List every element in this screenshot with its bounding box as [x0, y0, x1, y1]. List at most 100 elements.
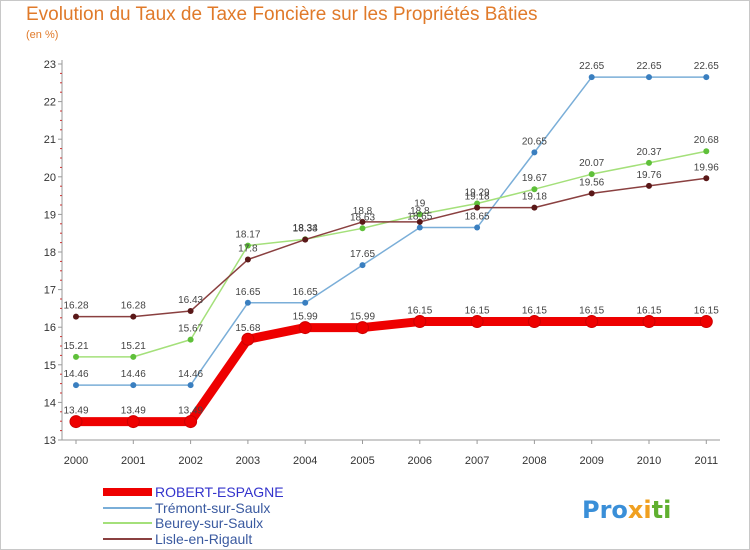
- x-tick-label: 2003: [236, 455, 260, 467]
- x-tick-label: 2009: [579, 455, 603, 467]
- data-label: 16.15: [636, 306, 661, 317]
- data-point: [703, 74, 710, 81]
- data-point: [302, 299, 309, 306]
- data-label: 18.8: [353, 206, 373, 217]
- data-point: [69, 415, 83, 429]
- data-point: [703, 175, 710, 182]
- data-point: [244, 299, 251, 306]
- data-point: [531, 204, 538, 211]
- data-label: 20.07: [579, 158, 604, 169]
- y-tick-label: 22: [44, 97, 56, 109]
- data-label: 20.68: [694, 135, 719, 146]
- data-label: 22.65: [636, 61, 661, 72]
- data-label: 13.49: [121, 406, 146, 417]
- plot-area: 13.49 13.49 13.49 15.68 15.99 15.99 16.15 16.15…: [63, 61, 719, 429]
- data-label: 15.99: [350, 312, 375, 323]
- y-tick-label: 15: [44, 360, 56, 372]
- chart-title: Evolution du Taux de Taxe Foncière sur l…: [26, 4, 538, 25]
- data-point: [187, 308, 194, 315]
- data-point: [302, 236, 309, 243]
- data-label: 20.37: [636, 147, 661, 158]
- data-label: 15.99: [293, 312, 318, 323]
- data-point: [416, 218, 423, 225]
- legend-label-2: Beurey-sur-Saulx: [155, 515, 263, 531]
- data-label: 22.65: [694, 61, 719, 72]
- data-label: 19.56: [579, 177, 604, 188]
- data-label: 19.18: [522, 192, 547, 203]
- data-point: [531, 149, 538, 156]
- data-point: [474, 200, 481, 207]
- data-point: [531, 186, 538, 193]
- data-label: 15.21: [121, 341, 146, 352]
- data-label: 18.65: [407, 212, 432, 223]
- data-point: [130, 353, 137, 360]
- data-label: 15.67: [178, 324, 203, 335]
- data-point: [474, 224, 481, 231]
- data-label: 19.18: [465, 192, 490, 203]
- y-axis-unit: (en %): [26, 29, 59, 41]
- data-label: 16.65: [293, 287, 318, 298]
- legend-label-3: Lisle-en-Rigault: [155, 531, 252, 547]
- data-label: 19.67: [522, 173, 547, 184]
- data-label: 17.65: [350, 249, 375, 260]
- data-point: [474, 204, 481, 211]
- y-tick-label: 23: [44, 59, 56, 71]
- data-point: [642, 315, 656, 329]
- data-point: [241, 332, 255, 346]
- data-point: [298, 321, 312, 335]
- data-point: [73, 313, 79, 320]
- data-point: [703, 148, 710, 155]
- data-label: 22.65: [579, 61, 604, 72]
- logo-part-2: x: [628, 496, 644, 524]
- data-point: [470, 315, 484, 329]
- data-label: 16.15: [579, 306, 604, 317]
- logo-part-4: ti: [652, 496, 672, 524]
- x-tick-label: 2001: [121, 455, 145, 467]
- series-line-0: [71, 317, 711, 427]
- logo-part-3: i: [643, 496, 651, 524]
- x-tick-label: 2010: [637, 455, 661, 467]
- data-point: [187, 336, 194, 343]
- data-point: [413, 315, 427, 329]
- data-label: 13.49: [63, 406, 88, 417]
- y-tick-label: 13: [44, 435, 56, 447]
- x-tick-label: 2011: [694, 455, 718, 467]
- data-label: 16.28: [63, 301, 88, 312]
- data-point: [244, 256, 251, 263]
- data-point: [646, 159, 652, 166]
- data-point: [359, 262, 366, 269]
- data-point: [73, 353, 79, 360]
- data-point: [130, 382, 137, 389]
- data-point: [588, 74, 595, 81]
- data-label: 18.63: [350, 212, 375, 223]
- data-label: 19.76: [636, 170, 661, 181]
- data-point: [699, 315, 713, 329]
- data-point: [646, 74, 652, 81]
- data-label: 18.34: [293, 223, 318, 234]
- proxiti-logo: Proxiti: [582, 496, 671, 524]
- data-point: [588, 171, 595, 178]
- data-point: [588, 190, 595, 197]
- data-label: 18.33: [293, 224, 318, 235]
- legend: ROBERT-ESPAGNETrémont-sur-SaulxBeurey-su…: [103, 484, 284, 547]
- data-point: [244, 242, 251, 249]
- x-tick-label: 2007: [465, 455, 489, 467]
- data-label: 16.15: [522, 306, 547, 317]
- data-point: [416, 224, 423, 231]
- y-tick-label: 16: [44, 322, 56, 334]
- data-label: 14.46: [63, 369, 88, 380]
- data-label: 14.46: [178, 369, 203, 380]
- data-point: [126, 415, 140, 429]
- data-label: 16.43: [178, 295, 203, 306]
- data-point: [646, 182, 652, 189]
- y-tick-label: 18: [44, 247, 56, 259]
- data-label: 16.15: [465, 306, 490, 317]
- data-label: 14.46: [121, 369, 146, 380]
- data-point: [527, 315, 541, 329]
- data-label: 18.17: [235, 230, 260, 241]
- logo-part-1: Pro: [582, 496, 628, 524]
- data-point: [73, 382, 79, 389]
- y-tick-label: 20: [44, 172, 56, 184]
